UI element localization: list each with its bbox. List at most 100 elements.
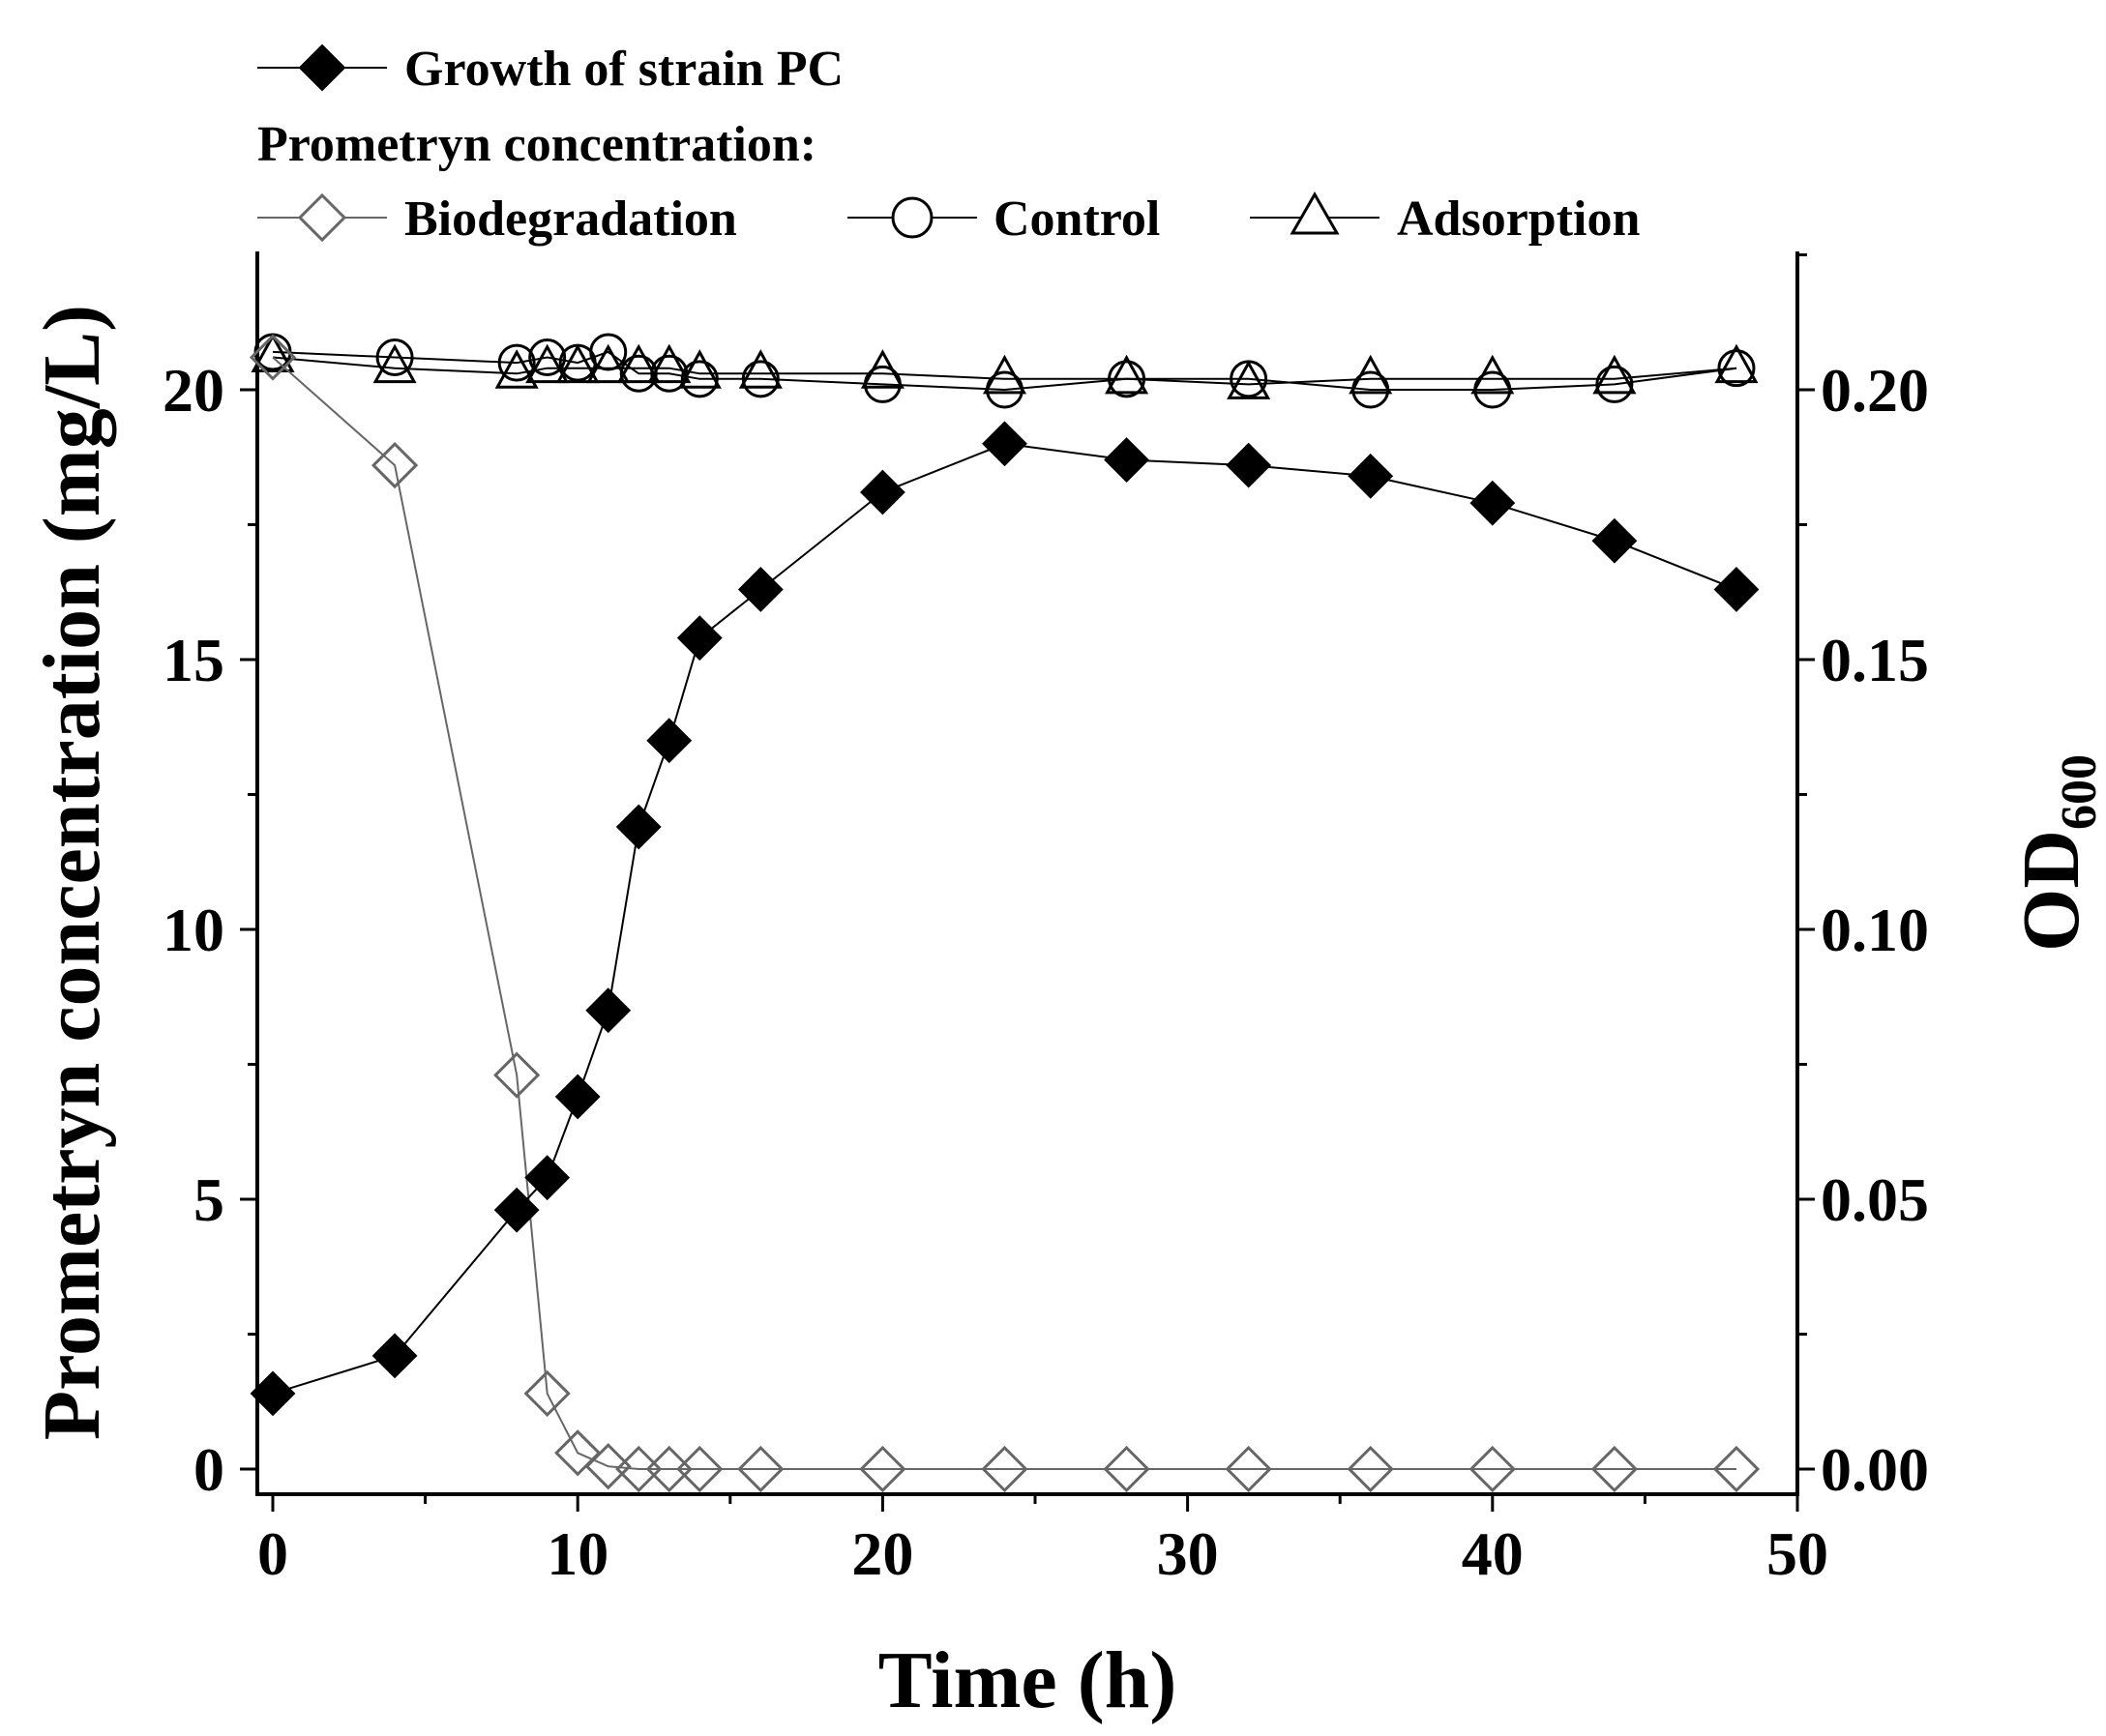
y-axis-right-title-subscript: 600 [2052,754,2106,830]
data-point-growth-of-strain-pc [1469,480,1516,526]
data-point-biodegradation [1468,1445,1516,1493]
legend-biodegradation-label: Biodegradation [404,191,737,247]
data-point-growth-of-strain-pc [554,1074,601,1120]
data-point-biodegradation [1225,1445,1272,1493]
data-point-adsorption [860,349,905,389]
data-point-growth-of-strain-pc [615,804,662,850]
data-point-biodegradation [859,1445,906,1493]
data-point-growth-of-strain-pc [493,1187,540,1233]
data-point-biodegradation [676,1445,724,1493]
legend-control-label: Control [994,191,1160,247]
data-point-biodegradation [584,1443,632,1490]
y-right-tick-label: 0.05 [1821,1165,1929,1234]
data-point-biodegradation [523,1369,571,1418]
y-right-tick-label: 0.20 [1821,356,1929,425]
data-point-control [375,338,414,377]
legend-control-marker [891,196,934,239]
data-point-control [1595,365,1634,403]
data-point-biodegradation [371,441,419,489]
legend: Growth of strain PC Prometryn concentrat… [257,42,1640,247]
data-point-growth-of-strain-pc [250,1370,296,1417]
data-point-biodegradation [249,334,297,381]
data-point-growth-of-strain-pc [585,987,632,1034]
data-point-control [680,360,719,398]
data-point-control [619,354,658,393]
data-point-growth-of-strain-pc [1226,442,1272,488]
y-left-tick-label: 20 [163,356,224,425]
data-point-growth-of-strain-pc [524,1155,571,1201]
data-point-adsorption [647,343,692,384]
data-point-growth-of-strain-pc [676,615,723,662]
data-point-adsorption [1349,354,1393,395]
x-tick-label: 40 [1462,1519,1524,1588]
data-point-adsorption [982,354,1027,395]
data-point-growth-of-strain-pc [1104,437,1149,483]
legend-adsorption-label: Adsorption [1397,191,1640,247]
data-point-biodegradation [1103,1445,1150,1493]
data-point-adsorption [1592,354,1637,395]
y-left-tick-label: 5 [193,1165,224,1234]
legend-growth-marker [298,44,346,92]
data-point-adsorption [494,349,539,389]
data-point-biodegradation [615,1445,663,1493]
data-point-biodegradation [981,1445,1028,1493]
data-point-adsorption [555,343,600,384]
data-point-biodegradation [1590,1445,1639,1493]
data-point-adsorption [251,333,295,373]
y-right-tick-label: 0.10 [1821,896,1929,964]
data-point-growth-of-strain-pc [859,469,905,515]
series-biodegradation [249,334,1761,1493]
data-point-growth-of-strain-pc [1348,453,1394,499]
data-point-adsorption [1227,360,1271,399]
legend-entry-growth: Growth of strain PC [257,42,844,97]
legend-growth-label: Growth of strain PC [404,42,844,97]
data-point-growth-of-strain-pc [737,567,784,612]
data-point-control [589,333,628,371]
data-point-biodegradation [554,1429,602,1477]
y-axis-right-title-main: OD [2006,830,2096,952]
data-point-biodegradation [737,1445,785,1493]
legend-entry-adsorption: Adsorption [1250,191,1640,247]
data-point-control [741,360,780,398]
x-tick-label: 30 [1157,1519,1219,1588]
x-tick-label: 50 [1766,1519,1828,1588]
x-tick-label: 20 [851,1519,913,1588]
y-right-tick-label: 0.15 [1821,626,1929,694]
data-point-adsorption [586,343,631,384]
data-point-control [497,343,536,382]
x-tick-label: 10 [547,1519,608,1588]
data-point-growth-of-strain-pc [646,718,693,764]
data-point-adsorption [1470,354,1515,395]
y-left-tick-label: 15 [163,626,224,694]
data-point-adsorption [372,343,417,384]
legend-adsorption-marker [1290,191,1340,235]
y-axis-left-title: Prometryn concentration (mg/L) [27,305,117,1440]
x-axis-title: Time (h) [878,1635,1177,1725]
data-point-biodegradation [1347,1445,1394,1493]
y-left-tick-label: 10 [163,896,224,964]
data-point-growth-of-strain-pc [1591,517,1638,564]
legend-heading: Prometryn concentration: [257,117,816,172]
data-point-growth-of-strain-pc [982,421,1027,467]
legend-entry-biodegradation: Biodegradation [257,191,737,247]
data-point-biodegradation [493,1051,541,1099]
y-axis-right-title: OD600 [2006,754,2106,952]
data-point-adsorption [525,343,570,384]
data-point-adsorption [738,349,783,389]
legend-entry-control: Control [847,191,1160,247]
data-point-adsorption [616,343,661,384]
y-left-tick-label: 0 [193,1435,224,1504]
legend-biodegradation-marker [297,192,347,243]
data-point-biodegradation [1712,1445,1761,1493]
data-point-control [528,338,567,377]
data-point-biodegradation [645,1445,693,1493]
data-point-control [1717,349,1756,388]
series-line-adsorption [272,356,1737,386]
data-point-growth-of-strain-pc [371,1333,418,1379]
series-adsorption [251,333,1759,399]
series-growth-of-strain-pc [250,421,1760,1417]
data-point-adsorption [1714,343,1759,384]
x-tick-label: 0 [257,1519,288,1588]
y-right-tick-label: 0.00 [1821,1435,1929,1504]
